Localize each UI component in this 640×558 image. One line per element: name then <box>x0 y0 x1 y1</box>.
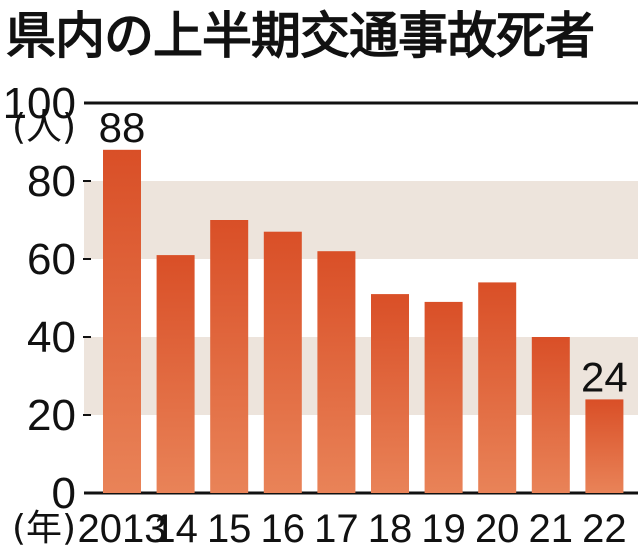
chart-title: 県内の上半期交通事故死者 <box>6 7 595 65</box>
bar <box>424 301 463 493</box>
y-tick-label: 100 <box>3 79 76 128</box>
band-1 <box>84 181 638 259</box>
y-tick-label: 20 <box>27 391 76 440</box>
x-tick-label: 19 <box>421 507 466 551</box>
bar <box>585 399 624 493</box>
x-tick-label: 16 <box>261 507 306 551</box>
bar <box>210 220 249 493</box>
x-tick-label: 21 <box>529 507 574 551</box>
y-tick-label: 80 <box>27 157 76 206</box>
data-label: 24 <box>581 353 628 400</box>
y-tick-label: 0 <box>52 469 76 518</box>
bar <box>156 255 195 493</box>
x-tick-label: 18 <box>368 507 413 551</box>
bar <box>478 282 517 493</box>
bar <box>263 231 302 493</box>
bar <box>531 337 570 493</box>
bars <box>103 149 624 494</box>
x-tick-label: 22 <box>582 507 627 551</box>
data-label: 88 <box>99 104 146 151</box>
bar <box>317 251 356 493</box>
x-tick-label: 17 <box>314 507 359 551</box>
x-tick-label: 15 <box>207 507 252 551</box>
y-tick-label: 40 <box>27 313 76 362</box>
x-tick-label: 2013 <box>78 507 167 551</box>
bar <box>371 294 409 493</box>
x-tick-label: 20 <box>475 507 520 551</box>
bar <box>103 149 141 494</box>
y-tick-label: 60 <box>27 235 76 284</box>
y-axis-unit: (人) <box>12 107 76 148</box>
x-tick-label: 14 <box>153 507 198 551</box>
x-axis-unit: (年) <box>12 508 76 549</box>
